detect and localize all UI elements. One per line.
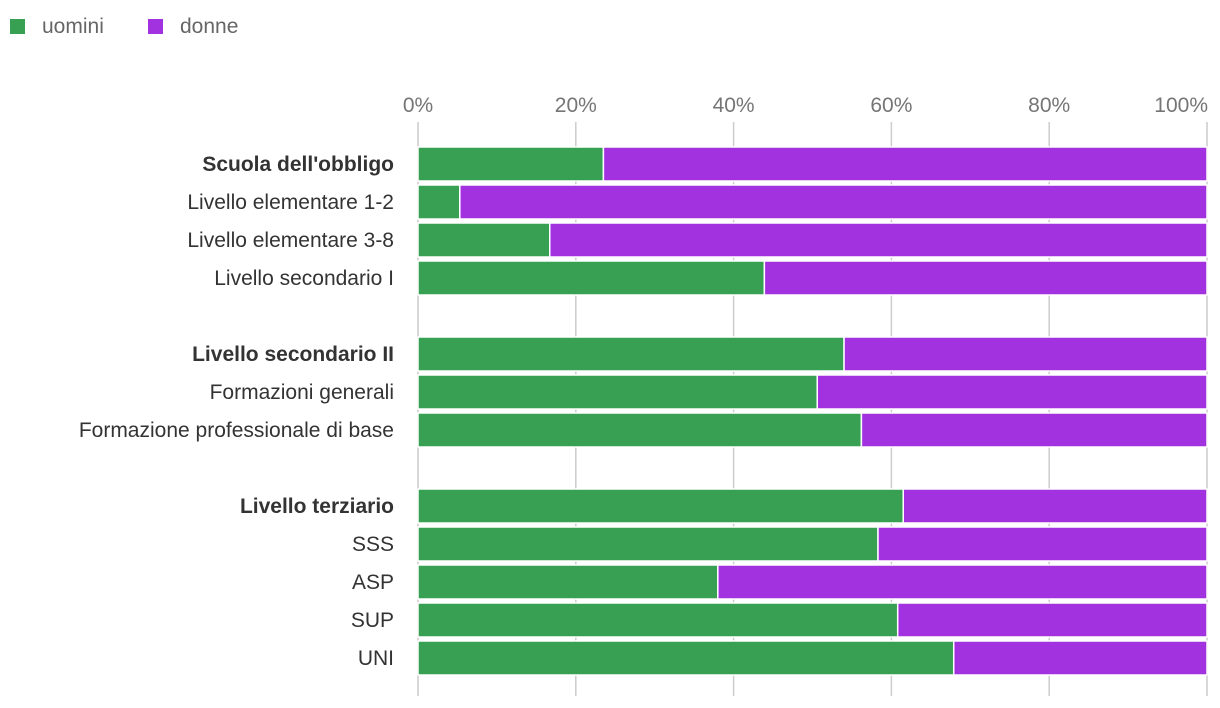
bar-segment-uomini xyxy=(417,260,766,296)
bar-segment-uomini xyxy=(417,488,904,524)
legend-label-uomini: uomini xyxy=(42,15,104,38)
category-label: Scuola dell'obbligo xyxy=(202,153,394,176)
bar-segment-donne xyxy=(816,374,1208,410)
legend-label-donne: donne xyxy=(180,15,238,38)
category-label: Livello secondario II xyxy=(192,343,394,366)
category-label: Formazione professionale di base xyxy=(79,419,394,442)
bars xyxy=(417,146,1208,676)
category-label: SSS xyxy=(352,533,394,556)
bar-segment-uomini xyxy=(417,374,818,410)
bar-segment-uomini xyxy=(417,526,879,562)
bar-segment-uomini xyxy=(417,564,719,600)
category-labels: Scuola dell'obbligo Livello elementare 1-… xyxy=(79,153,394,670)
x-tick-label: 100% xyxy=(1154,94,1208,117)
x-tick-label: 0% xyxy=(403,94,433,117)
x-tick-label: 40% xyxy=(713,94,755,117)
bar-segment-donne xyxy=(902,488,1208,524)
x-tick-label: 20% xyxy=(555,94,597,117)
bar-segment-uomini xyxy=(417,602,899,638)
bar-segment-uomini xyxy=(417,222,551,258)
category-label: Formazioni generali xyxy=(210,381,394,404)
bar-segment-donne xyxy=(763,260,1208,296)
x-tick-label: 80% xyxy=(1028,94,1070,117)
bar-segment-donne xyxy=(602,146,1208,182)
bar-segment-donne xyxy=(860,412,1208,448)
bar-segment-donne xyxy=(459,184,1208,220)
bar-segment-uomini xyxy=(417,336,845,372)
x-tick-label: 60% xyxy=(870,94,912,117)
bar-segment-uomini xyxy=(417,146,605,182)
bar-segment-donne xyxy=(877,526,1208,562)
bar-segment-uomini xyxy=(417,184,461,220)
category-label: Livello terziario xyxy=(240,495,394,518)
category-label: SUP xyxy=(351,609,394,632)
category-label: Livello elementare 3-8 xyxy=(187,229,394,252)
category-label: UNI xyxy=(358,647,394,670)
bar-segment-donne xyxy=(896,602,1208,638)
bar-segment-uomini xyxy=(417,640,955,676)
x-axis-tick-labels: 0% 20% 40% 60% 80% 100% xyxy=(403,94,1208,117)
legend-swatch-donne xyxy=(148,19,163,34)
bar-segment-donne xyxy=(952,640,1208,676)
bar-segment-uomini xyxy=(417,412,863,448)
category-label: Livello secondario I xyxy=(214,267,394,290)
category-label: ASP xyxy=(352,571,394,594)
legend: uomini donne xyxy=(10,15,238,38)
legend-swatch-uomini xyxy=(10,19,25,34)
bar-segment-donne xyxy=(549,222,1208,258)
bar-segment-donne xyxy=(843,336,1208,372)
category-label: Livello elementare 1-2 xyxy=(187,191,394,214)
bar-segment-donne xyxy=(717,564,1208,600)
